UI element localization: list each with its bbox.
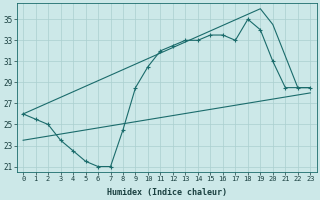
X-axis label: Humidex (Indice chaleur): Humidex (Indice chaleur) <box>107 188 227 197</box>
